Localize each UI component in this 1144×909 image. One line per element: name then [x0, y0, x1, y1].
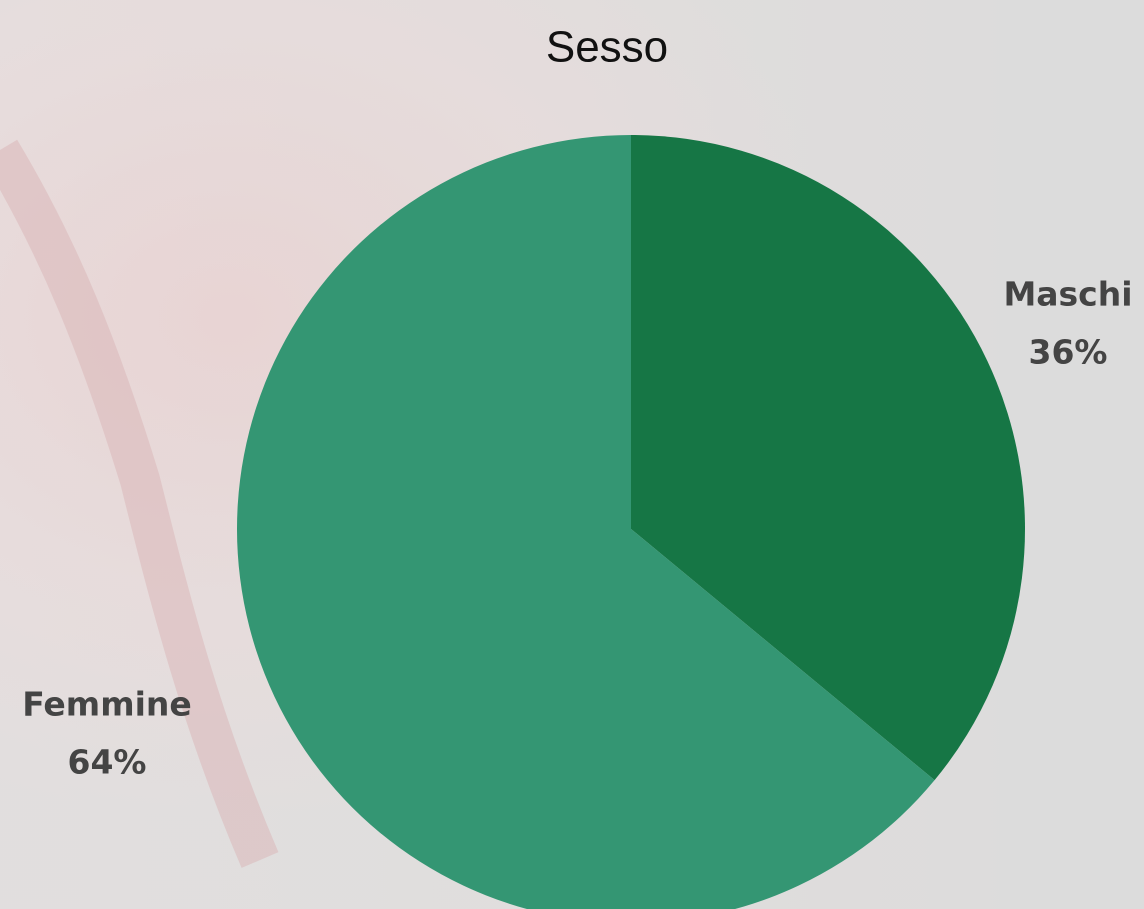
- pie-slice: [237, 135, 935, 909]
- slice-label-name: Femmine: [22, 685, 192, 724]
- chart-title: Sesso: [546, 23, 668, 72]
- slice-label-value: 36%: [1029, 333, 1108, 372]
- pie-slice: [631, 135, 1025, 781]
- slice-label-name: Maschi: [1003, 275, 1132, 314]
- slice-label-value: 64%: [68, 743, 147, 782]
- pie: [237, 135, 1025, 909]
- background-blur: [0, 139, 279, 868]
